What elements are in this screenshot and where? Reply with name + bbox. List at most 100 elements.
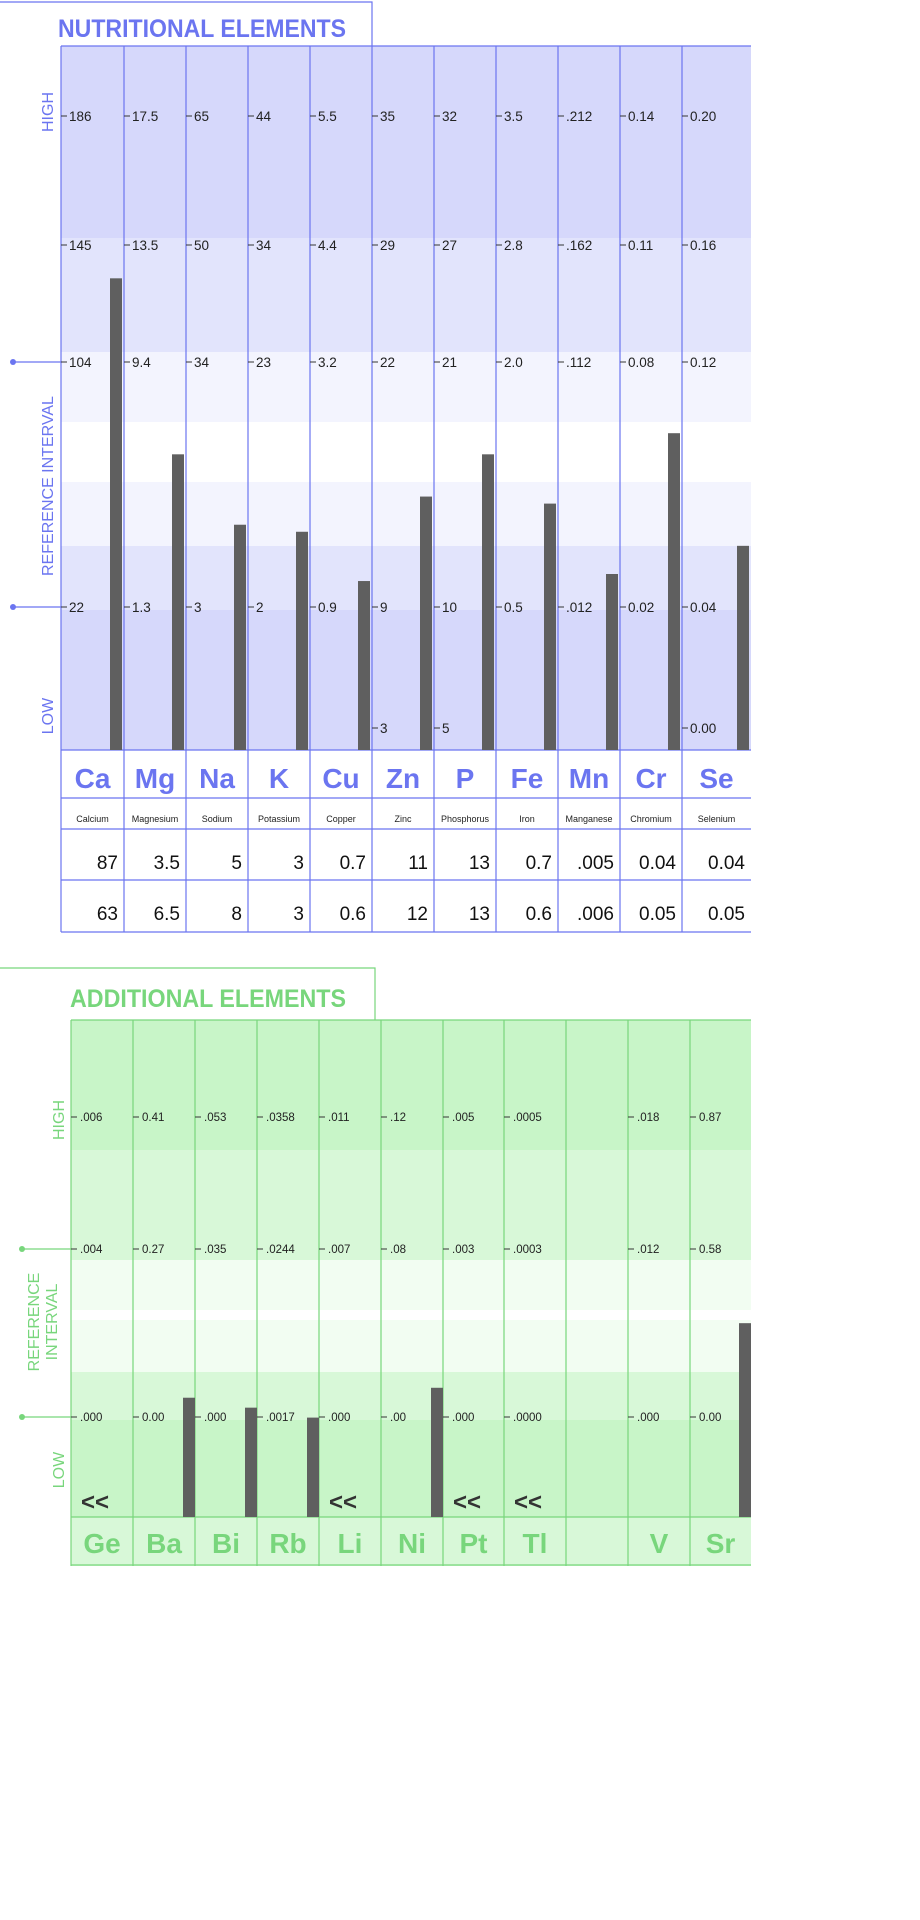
tick-label: .011 xyxy=(328,1112,350,1124)
value-row-1: .005 xyxy=(577,853,614,874)
below-range-marker: << xyxy=(453,1489,481,1516)
zone-label-high: HIGH xyxy=(51,1100,68,1140)
element-symbol: K xyxy=(269,763,289,794)
tick-label: 0.02 xyxy=(628,600,654,615)
element-name: Manganese xyxy=(565,814,612,824)
below-range-marker: << xyxy=(514,1489,542,1516)
element-name: Selenium xyxy=(698,814,736,824)
tick-label: .012 xyxy=(637,1244,659,1256)
below-range-marker: << xyxy=(81,1489,109,1516)
tick-label: 3 xyxy=(194,600,202,615)
element-symbol: Tl xyxy=(523,1528,548,1559)
element-symbol: Bi xyxy=(212,1528,240,1559)
bar-Cr xyxy=(668,433,680,750)
element-name: Calcium xyxy=(76,814,109,824)
tick-label: 27 xyxy=(442,238,457,253)
bar-Cu xyxy=(358,581,370,750)
bar-Sr xyxy=(739,1323,751,1517)
reference-dot-1 xyxy=(19,1414,25,1420)
column-Mn: .212 .162 .112 .012 Mn Manganese .005 .006 xyxy=(558,109,618,925)
band-2 xyxy=(71,1260,751,1310)
tick-label: .0017 xyxy=(266,1412,295,1424)
tick-label: 50 xyxy=(194,238,209,253)
band-3 xyxy=(71,1310,751,1320)
column-Ge: .006 .004 .000 << Ge xyxy=(71,1112,121,1559)
bar-Mn xyxy=(606,574,618,750)
band-7 xyxy=(71,1517,751,1566)
tick-label: 32 xyxy=(442,109,457,124)
element-name: Iron xyxy=(519,814,535,824)
tick-label: 0.00 xyxy=(699,1412,721,1424)
tick-label: 9.4 xyxy=(132,355,151,370)
tick-label: 0.00 xyxy=(142,1412,164,1424)
column-Na: 65 50 34 3 Na Sodium 5 8 xyxy=(186,109,246,925)
bar-Zn xyxy=(420,496,432,750)
tick-label: 3 xyxy=(380,721,388,736)
tick-label: .0003 xyxy=(513,1244,542,1256)
tick-label: .12 xyxy=(390,1112,406,1124)
column-Cu: 5.5 4.4 3.2 0.9 Cu Copper 0.7 0.6 xyxy=(310,109,370,925)
tick-label: 0.41 xyxy=(142,1112,164,1124)
zone-label-interval-1: REFERENCE xyxy=(26,1273,43,1372)
bar-Mg xyxy=(172,454,184,750)
tick-label: 13.5 xyxy=(132,238,158,253)
bar-Se xyxy=(737,545,749,750)
title-tab-outline xyxy=(0,1,373,46)
tick-label: 35 xyxy=(380,109,395,124)
bar-Ni xyxy=(431,1387,443,1517)
value-row-1: 87 xyxy=(97,853,118,874)
tick-label: 0.58 xyxy=(699,1244,721,1256)
tick-label: 0.27 xyxy=(142,1244,164,1256)
tick-label: 44 xyxy=(256,109,272,124)
element-symbol: Ca xyxy=(75,763,111,794)
tick-label: 0.08 xyxy=(628,355,654,370)
below-range-marker: << xyxy=(329,1489,357,1516)
band-4 xyxy=(71,1320,751,1372)
tick-label: .018 xyxy=(637,1112,659,1124)
element-name: Potassium xyxy=(258,814,300,824)
element-analysis-chart: NUTRITIONAL ELEMENTS HIGH REFERENCE INTERV… xyxy=(0,1,751,1566)
value-row-1: 3 xyxy=(293,853,304,874)
tick-label: .212 xyxy=(566,109,592,124)
tick-label: .0000 xyxy=(513,1412,542,1424)
element-name: Zinc xyxy=(394,814,412,824)
column-Ba: 0.41 0.27 0.00 Ba xyxy=(133,1112,195,1559)
bar-Fe xyxy=(544,503,556,750)
tick-label: 22 xyxy=(380,355,395,370)
element-name: Magnesium xyxy=(132,814,179,824)
band-3 xyxy=(61,422,751,482)
tick-label: 0.16 xyxy=(690,238,716,253)
band-1 xyxy=(61,238,751,352)
tick-label: 5.5 xyxy=(318,109,337,124)
tick-label: 0.5 xyxy=(504,600,523,615)
value-row-1: 0.7 xyxy=(340,853,366,874)
tick-label: .0005 xyxy=(513,1112,542,1124)
column-V: .018 .012 .000 V xyxy=(628,1112,669,1559)
bar-Ca xyxy=(110,278,122,750)
tick-label: 65 xyxy=(194,109,209,124)
value-row-2: 0.6 xyxy=(526,904,552,925)
additional-elements-panel: ADDITIONAL ELEMENTS HIGH REFERENCE INTERVAL… xyxy=(0,967,751,1566)
tick-label: .053 xyxy=(204,1112,226,1124)
reference-dot-0 xyxy=(10,359,16,365)
element-symbol: Ba xyxy=(146,1528,182,1559)
tick-label: 3.2 xyxy=(318,355,337,370)
zone-label-interval: REFERENCE INTERVAL xyxy=(40,396,57,576)
band-1 xyxy=(71,1150,751,1260)
element-symbol: Rb xyxy=(269,1528,306,1559)
tick-label: 1.3 xyxy=(132,600,151,615)
column-Fe: 3.5 2.8 2.0 0.5 Fe Iron 0.7 0.6 xyxy=(496,109,556,925)
tick-label: .000 xyxy=(328,1412,350,1424)
element-symbol: Ge xyxy=(83,1528,120,1559)
tick-label: 0.00 xyxy=(690,721,716,736)
value-row-1: 13 xyxy=(469,853,490,874)
element-symbol: Se xyxy=(699,763,733,794)
tick-label: .012 xyxy=(566,600,592,615)
column-Bi: .053 .035 .000 Bi xyxy=(195,1112,257,1559)
column-Zn: 35 29 22 9 3 Zn Zinc 11 12 xyxy=(372,109,432,925)
value-row-2: .006 xyxy=(577,904,614,925)
element-symbol: P xyxy=(456,763,475,794)
tick-label: .007 xyxy=(328,1244,350,1256)
tick-label: 186 xyxy=(69,109,92,124)
bar-Rb xyxy=(307,1417,319,1517)
